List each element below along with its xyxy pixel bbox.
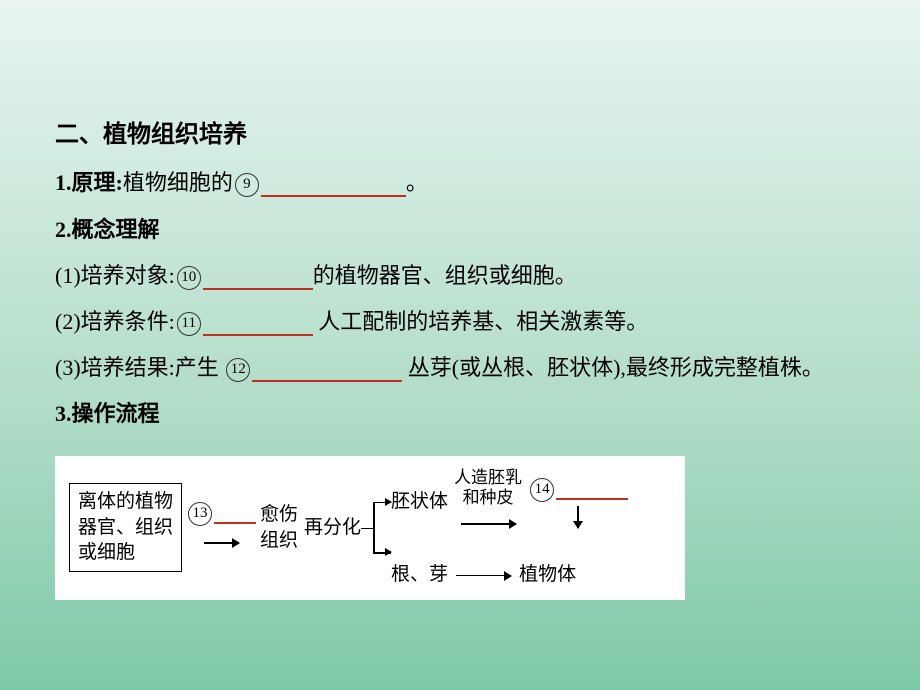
circled-12: 12 <box>226 358 250 382</box>
circled-14: 14 <box>530 478 554 502</box>
section-title: 二、植物组织培养 <box>55 110 865 160</box>
blank-10 <box>203 266 313 290</box>
flow-embryoid: 胚状体 <box>391 489 448 515</box>
blank-14 <box>556 480 628 500</box>
flow-14-col: 14 <box>528 476 628 528</box>
flow-box-explant: 离体的植物 器官、组织 或细胞 <box>69 483 182 572</box>
text-1-after: 。 <box>406 170 428 195</box>
text-1-pre: 植物细胞的 <box>123 170 233 195</box>
blank-12 <box>252 358 402 382</box>
box1-line3: 或细胞 <box>78 540 173 566</box>
text-2-3-after: 丛芽(或丛根、胚状体),最终形成完整植株。 <box>402 355 824 380</box>
blank-9 <box>261 173 406 197</box>
line-2-3: (3)培养结果:产生 12 丛芽(或丛根、胚状体),最终形成完整植株。 <box>55 345 865 391</box>
circled-13: 13 <box>188 502 212 526</box>
arrow-icon <box>461 523 516 525</box>
flow-rediff: 再分化 <box>304 515 361 541</box>
line-principle: 1.原理:植物细胞的9 。 <box>55 160 865 206</box>
arrow-icon <box>204 542 239 544</box>
circled-11: 11 <box>177 312 201 336</box>
label-1: 1.原理: <box>55 170 123 195</box>
text-2-2-pre: (2)培养条件: <box>55 309 175 334</box>
blank-11 <box>203 312 313 336</box>
rediff-label: 再分化 <box>304 515 361 541</box>
label-3: 3.操作流程 <box>55 391 865 437</box>
blank-13 <box>214 504 256 524</box>
flow-step-13: 13 <box>186 500 256 555</box>
callus-l1: 愈伤 <box>260 502 298 528</box>
text-2-3-pre: (3)培养结果:产生 <box>55 355 224 380</box>
circled-9: 9 <box>235 173 259 197</box>
line-2-2: (2)培养条件:11 人工配制的培养基、相关激素等。 <box>55 299 865 345</box>
flow-callus: 愈伤 组织 <box>260 502 298 553</box>
box1-line1: 离体的植物 <box>78 489 173 515</box>
text-2-2-after: 人工配制的培养基、相关激素等。 <box>313 309 649 334</box>
flow-top-arrow: 人造胚乳 和种皮 <box>454 468 522 536</box>
label-2: 2.概念理解 <box>55 207 865 253</box>
circled-10: 10 <box>177 266 201 290</box>
flow-plant: 植物体 <box>519 562 576 588</box>
arrow-icon <box>456 575 511 577</box>
flow-branches: 胚状体 人造胚乳 和种皮 14 根、芽 植物体 <box>391 468 628 588</box>
arrow-down-icon <box>577 506 579 528</box>
box1-line2: 器官、组织 <box>78 515 173 541</box>
flow-rootbud: 根、芽 <box>391 562 448 588</box>
callus-l2: 组织 <box>260 528 298 554</box>
text-2-1-pre: (1)培养对象: <box>55 263 175 288</box>
line-2-1: (1)培养对象:10 的植物器官、组织或细胞。 <box>55 253 865 299</box>
text-2-1-after: 的植物器官、组织或细胞。 <box>313 263 577 288</box>
topnote-l2: 和种皮 <box>454 488 522 508</box>
flow-diagram: 离体的植物 器官、组织 或细胞 13 愈伤 组织 再分化 胚状体 人造胚乳 和种… <box>55 456 685 600</box>
branch-split-icon <box>361 490 391 566</box>
topnote-l1: 人造胚乳 <box>454 468 522 488</box>
